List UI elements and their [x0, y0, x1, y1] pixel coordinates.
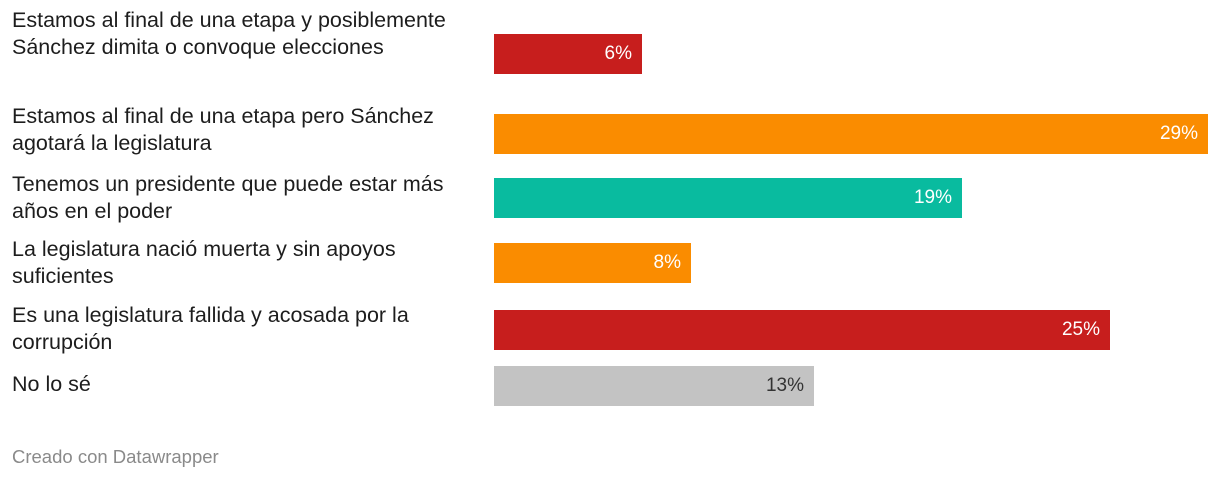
bar-value-label: 25% — [1061, 319, 1100, 340]
category-label: Estamos al final de una etapa pero Sánch… — [12, 104, 434, 155]
bar — [494, 178, 962, 218]
bar-value-label: 29% — [1159, 123, 1198, 144]
bar-value-label: 13% — [765, 375, 804, 396]
category-label: Es una legislatura fallida y acosada por… — [12, 303, 409, 354]
bar — [494, 243, 691, 283]
bar — [494, 114, 1208, 154]
bar-chart: Estamos al final de una etapa y posiblem… — [12, 8, 1208, 406]
bar — [494, 34, 642, 74]
credit-text: Creado con Datawrapper — [12, 446, 219, 467]
category-label: Estamos al final de una etapa y posiblem… — [12, 8, 446, 59]
category-label: Tenemos un presidente que puede estar má… — [12, 172, 444, 223]
bar — [494, 366, 814, 406]
bar-value-label: 19% — [913, 187, 952, 208]
category-label: No lo sé — [12, 372, 91, 396]
bar-value-label: 8% — [653, 252, 681, 273]
bar — [494, 310, 1110, 350]
bar-value-label: 6% — [604, 43, 632, 64]
category-label: La legislatura nació muerta y sin apoyos… — [12, 237, 396, 288]
